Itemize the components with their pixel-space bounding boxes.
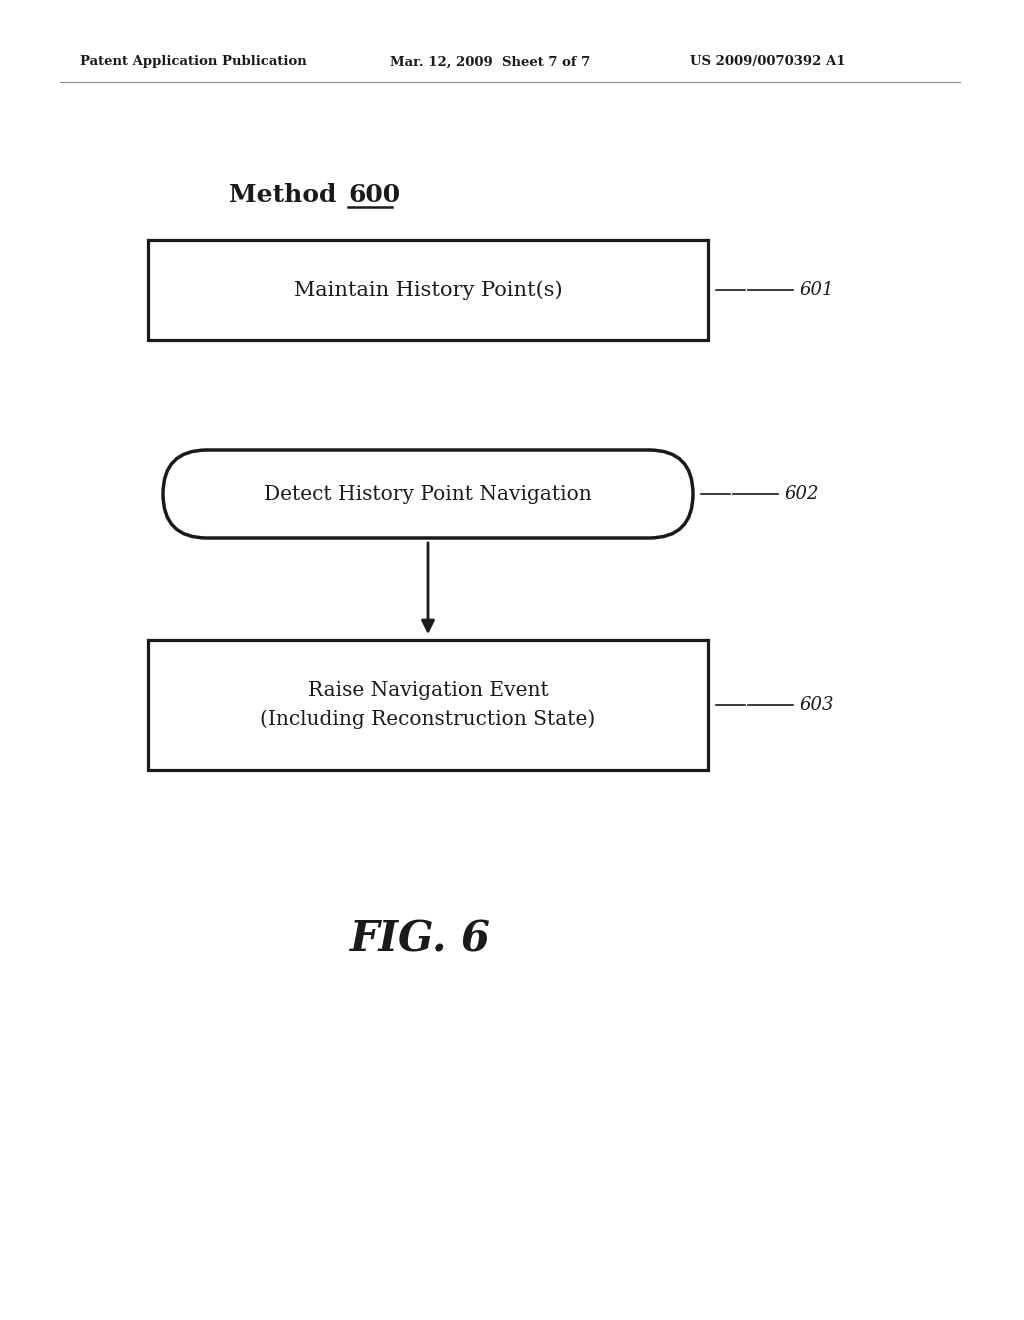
Text: 603: 603 [799,696,834,714]
Text: Patent Application Publication: Patent Application Publication [80,55,307,69]
Text: Raise Navigation Event: Raise Navigation Event [307,681,549,701]
Text: Detect History Point Navigation: Detect History Point Navigation [264,484,592,503]
Text: FIG. 6: FIG. 6 [350,919,490,961]
Text: (Including Reconstruction State): (Including Reconstruction State) [260,709,596,729]
FancyBboxPatch shape [148,240,708,341]
Text: 601: 601 [799,281,834,300]
Text: 600: 600 [348,183,400,207]
Text: Maintain History Point(s): Maintain History Point(s) [294,280,562,300]
Text: 602: 602 [784,484,818,503]
Text: Method: Method [229,183,345,207]
Text: US 2009/0070392 A1: US 2009/0070392 A1 [690,55,846,69]
Text: Mar. 12, 2009  Sheet 7 of 7: Mar. 12, 2009 Sheet 7 of 7 [390,55,590,69]
FancyBboxPatch shape [163,450,693,539]
FancyBboxPatch shape [148,640,708,770]
